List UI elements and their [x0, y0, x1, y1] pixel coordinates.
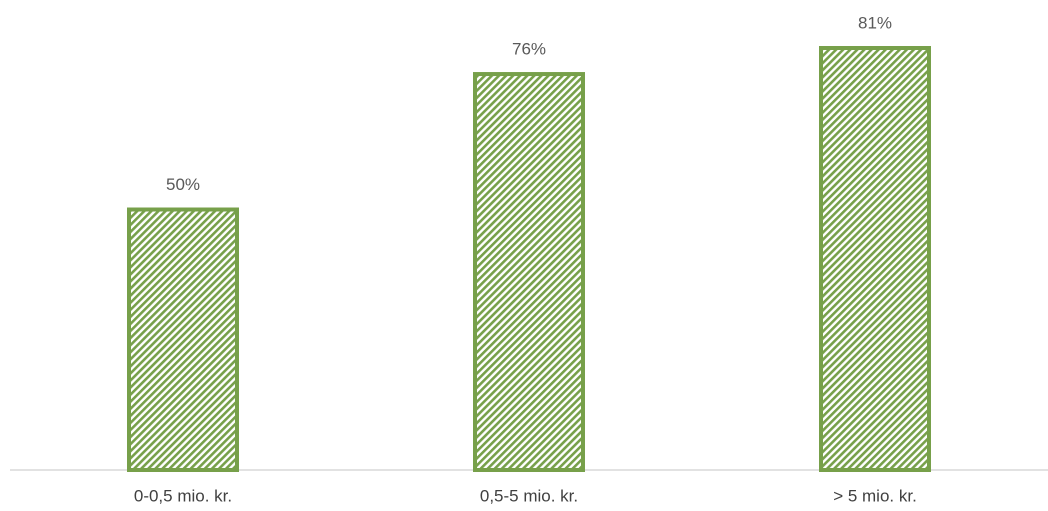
value-label: 76%	[512, 40, 546, 59]
x-tick-label: 0,5-5 mio. kr.	[480, 486, 578, 505]
bar	[819, 46, 931, 472]
x-tick-label: > 5 mio. kr.	[833, 486, 917, 505]
value-label: 50%	[166, 175, 200, 194]
bar	[473, 72, 585, 473]
value-label: 81%	[858, 13, 892, 32]
bar	[127, 207, 239, 473]
x-tick-label: 0-0,5 mio. kr.	[134, 486, 232, 505]
